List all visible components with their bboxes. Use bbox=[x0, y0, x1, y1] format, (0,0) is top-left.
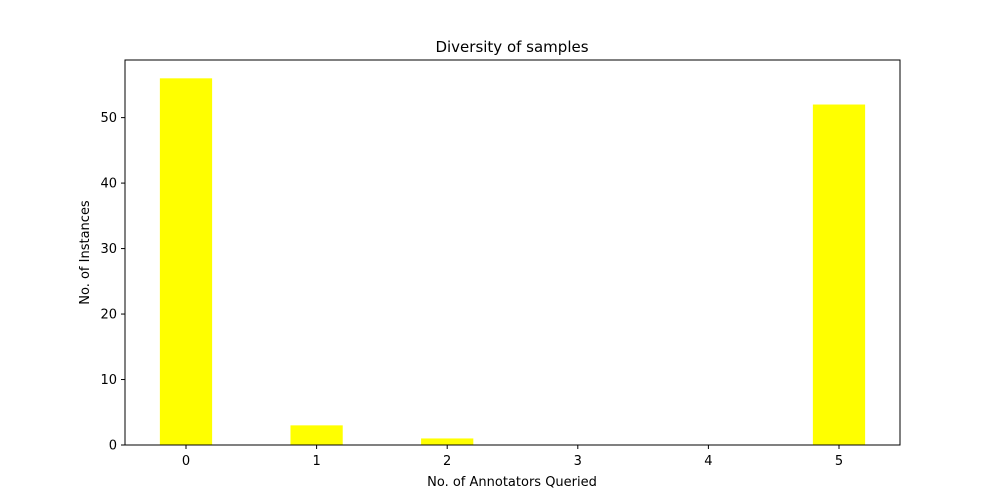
x-tick-label: 2 bbox=[443, 454, 451, 469]
bar-0 bbox=[159, 78, 213, 445]
bar-1 bbox=[290, 425, 343, 445]
x-ticks-group: 0 1 2 3 4 5 bbox=[182, 445, 843, 469]
plot-frame bbox=[124, 59, 901, 446]
x-tick-label: 4 bbox=[704, 454, 712, 469]
y-tick-label: 0 bbox=[109, 439, 117, 454]
y-tick-label: 50 bbox=[100, 111, 117, 126]
y-tick-label: 30 bbox=[100, 242, 117, 257]
bars-group bbox=[159, 78, 866, 446]
x-tick-label: 3 bbox=[574, 454, 582, 469]
x-axis-label: No. of Annotators Queried bbox=[427, 475, 597, 490]
y-tick-label: 20 bbox=[100, 308, 117, 323]
y-tick-label: 40 bbox=[100, 177, 117, 192]
x-tick-label: 1 bbox=[312, 454, 320, 469]
bar-5 bbox=[812, 104, 866, 446]
y-axis-label: No. of Instances bbox=[78, 200, 93, 305]
bar-2 bbox=[421, 438, 474, 445]
y-ticks-group: 0 10 20 30 40 50 bbox=[100, 111, 125, 454]
x-tick-label: 5 bbox=[835, 454, 843, 469]
y-tick-label: 10 bbox=[100, 373, 117, 388]
x-tick-label: 0 bbox=[182, 454, 190, 469]
chart-title: Diversity of samples bbox=[435, 38, 588, 56]
